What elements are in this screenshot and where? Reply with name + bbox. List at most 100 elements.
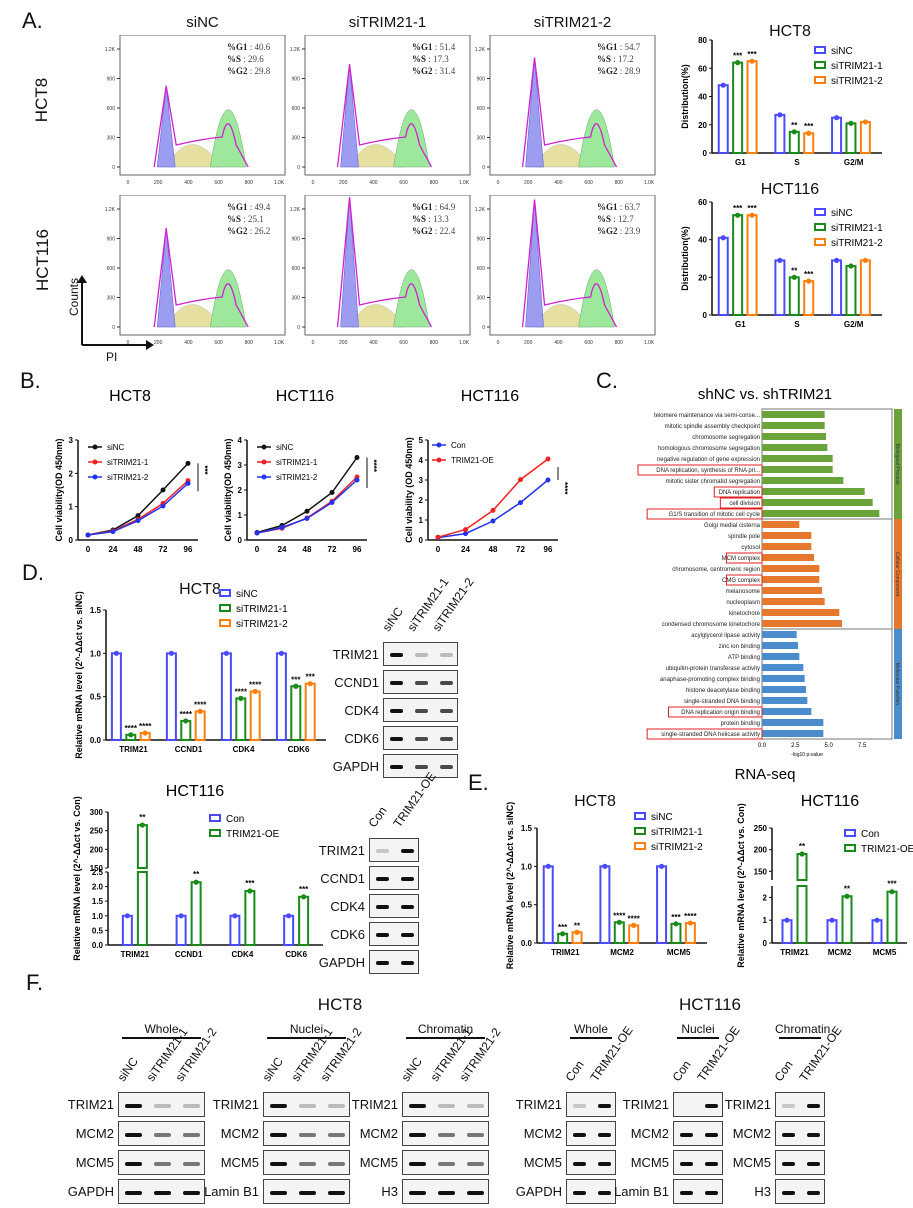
legend-label: siTRIM21-1 [236,604,288,615]
bar [859,120,871,155]
x-tick-label: 200 [339,180,348,186]
x-tick-label: 200 [154,180,163,186]
x-axis-label: Time(hours) [115,559,161,560]
chart-title: HCT8 [769,23,811,40]
category-label: G2/M [844,158,864,167]
counts-arrow-head [77,275,87,283]
data-point [545,477,551,483]
stat-label: %G2 [597,66,618,76]
bar [249,690,261,741]
protein-band [328,1190,345,1195]
stat-label: %G2 [227,226,248,236]
bar [220,652,232,741]
go-bar [762,554,814,561]
chart-title: HCT116 [761,181,819,198]
stat-label: %G2 [412,66,433,76]
group-side-bar [894,629,902,739]
bar [886,890,898,944]
go-term-label: negative regulation of gene expression [657,457,760,463]
chart-go-enrichment: shNC vs. shTRIM21 Biological Process telom… [637,386,902,783]
legend-swatch [814,208,826,216]
stat-value: : 40.6 [247,42,271,52]
legend-swatch [814,76,826,84]
data-point [124,913,130,919]
y-tick-label: 0 [482,325,485,331]
cell-cycle-stats: %G1 : 64.9 %S : 13.3 %G2 : 22.4 [412,201,455,237]
protein-band [376,877,389,881]
y-tick-label: 1.5 [521,824,533,833]
protein-label: MCM5 [75,1155,114,1170]
significance-marker: *** [747,204,757,213]
legend-swatch [844,829,856,837]
y-tick-label: 1.2K [290,207,301,213]
bar [121,914,133,947]
lane-label: siNC [398,1054,425,1084]
bar [831,259,843,316]
protein-label: GAPDH [332,759,379,774]
y-tick-label: 3 [419,476,424,485]
y-tick-label: 150 [754,867,768,876]
category-label: G1 [735,158,746,167]
x-tick-label: 400 [554,180,563,186]
series-line [256,479,358,534]
stat-g2: %G2 : 26.2 [227,225,270,237]
bar [803,280,815,316]
chart-viability-hct116-si: HCT116 0 1 2 3 4 0 24 48 72 96 Time(hours) Cell viab… [223,388,378,560]
x-tick-label: 0 [497,180,500,186]
blot-strip [673,1150,723,1175]
legend-label: siTRIM21-1 [651,827,703,838]
legend-label: siTRIM21-2 [651,842,703,853]
y-tick-label: 2.5 [92,868,104,877]
category-label: CDK4 [231,950,253,959]
x-tick-label: 48 [303,545,312,554]
protein-band [376,905,389,909]
data-point [178,913,184,919]
stat-value: : 51.4 [432,42,456,52]
blot-strip [673,1179,723,1204]
chart-title: shNC vs. shTRIM21 [698,386,832,403]
bar [229,914,241,947]
go-bar [762,708,812,715]
data-point [777,112,783,118]
legend-label: TRIM21-OE [861,844,913,855]
bar [670,922,682,944]
histogram-plot: 0 300 600 900 1.2K 0 200 400 600 800 1.0K [290,35,471,186]
legend-label: siNC [651,812,673,823]
y-tick-label: 900 [292,237,301,243]
data-point [602,863,608,869]
chart-mcm-hct116: HCT116 0 1 2 150 200 250 Relative mRNA level (2… [736,793,913,968]
panel-label-f: F. [26,970,44,995]
x-tick-label: 0 [255,545,260,554]
legend-label: siTRIM21-1 [107,458,149,467]
x-tick-label: 200 [339,340,348,346]
blot-strip [263,1121,350,1146]
go-bar [762,653,800,660]
protein-band [401,905,414,909]
data-point [799,851,805,857]
go-term-label: DNA replication origin binding [681,710,760,716]
y-tick-label: 200 [90,845,104,854]
data-point [254,530,260,536]
stat-label: %G1 [412,202,433,212]
stat-s: %S : 17.2 [597,53,640,65]
y-tick-label: 1.0 [92,912,104,921]
bar [746,60,758,154]
cell-cycle-stats: %G1 : 51.4 %S : 17.3 %G2 : 31.4 [412,41,455,77]
protein-band [705,1190,718,1195]
f-title-hct116: HCT116 [678,995,742,1014]
go-term-label: single-stranded DNA binding [684,699,760,705]
highlight-box [637,464,763,476]
go-bar [762,642,798,649]
x-tick-label: 600 [584,340,593,346]
x-tick-label: 96 [544,545,553,554]
bar [165,652,177,741]
category-label: CCND1 [175,745,203,754]
protein-label: Lamin B1 [204,1184,259,1199]
protein-band [598,1161,611,1166]
y-tick-label: 0 [69,536,74,545]
y-tick-label: 0 [112,165,115,171]
x-tick-label: 200 [524,340,533,346]
protein-band [183,1190,200,1195]
y-axis-label: Cell viability (OD 450nm) [404,437,414,543]
y-tick-label: 300 [90,808,104,817]
